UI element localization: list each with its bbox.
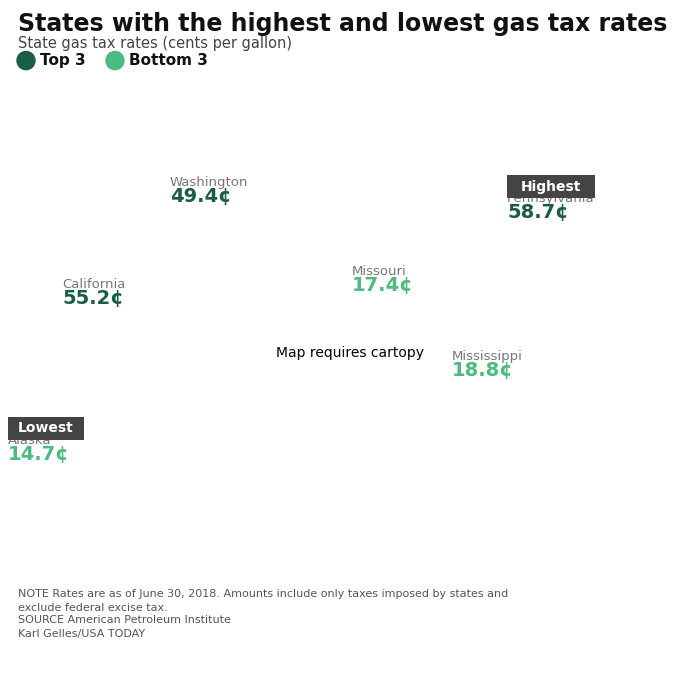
Text: Lowest: Lowest — [18, 421, 74, 435]
Text: NOTE Rates are as of June 30, 2018. Amounts include only taxes imposed by states: NOTE Rates are as of June 30, 2018. Amou… — [18, 590, 508, 614]
Text: 49.4¢: 49.4¢ — [170, 187, 232, 206]
Text: Missouri: Missouri — [352, 265, 407, 278]
Text: State gas tax rates (cents per gallon): State gas tax rates (cents per gallon) — [18, 36, 292, 51]
Text: Top 3: Top 3 — [40, 53, 85, 68]
Text: Mississippi: Mississippi — [452, 350, 523, 363]
Text: Alaska: Alaska — [8, 434, 52, 447]
Text: Map requires cartopy: Map requires cartopy — [276, 347, 424, 360]
Text: SOURCE American Petroleum Institute: SOURCE American Petroleum Institute — [18, 615, 231, 625]
Text: 14.7¢: 14.7¢ — [8, 445, 69, 464]
Text: States with the highest and lowest gas tax rates: States with the highest and lowest gas t… — [18, 12, 667, 36]
Text: Bottom 3: Bottom 3 — [129, 53, 208, 68]
Text: 17.4¢: 17.4¢ — [352, 276, 414, 295]
Text: 58.7¢: 58.7¢ — [507, 203, 568, 222]
Text: California: California — [62, 278, 125, 291]
Text: Karl Gelles/USA TODAY: Karl Gelles/USA TODAY — [18, 629, 145, 639]
FancyBboxPatch shape — [507, 175, 595, 198]
Text: Highest: Highest — [521, 180, 581, 194]
Circle shape — [17, 51, 35, 70]
Text: Pennsylvania: Pennsylvania — [507, 192, 594, 205]
Text: 18.8¢: 18.8¢ — [452, 361, 514, 380]
Circle shape — [106, 51, 124, 70]
Text: 55.2¢: 55.2¢ — [62, 289, 124, 308]
Text: Washington: Washington — [170, 176, 248, 189]
FancyBboxPatch shape — [8, 417, 84, 440]
